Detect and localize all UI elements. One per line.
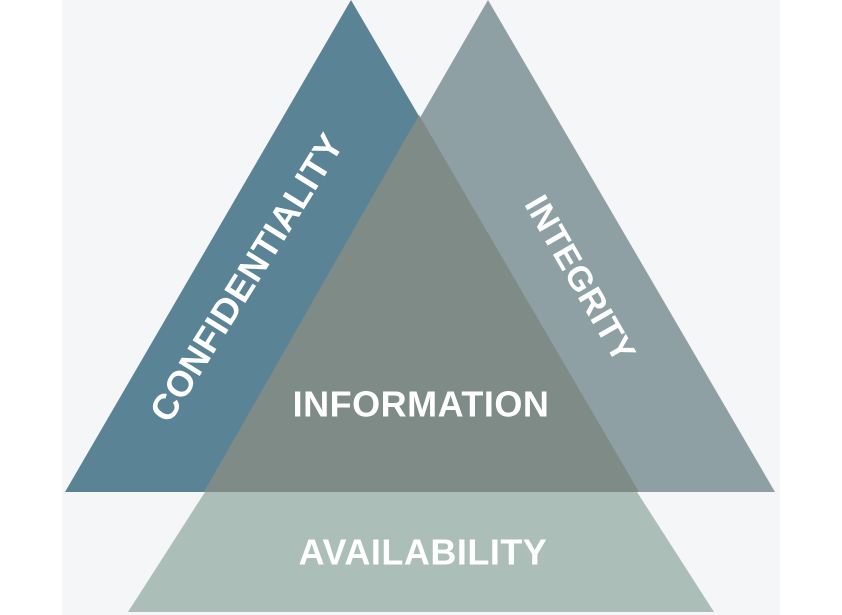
availability-shape <box>128 492 714 612</box>
availability-label: AVAILABILITY <box>299 532 548 573</box>
information-shape <box>204 115 639 492</box>
information-label: INFORMATION <box>293 384 550 425</box>
